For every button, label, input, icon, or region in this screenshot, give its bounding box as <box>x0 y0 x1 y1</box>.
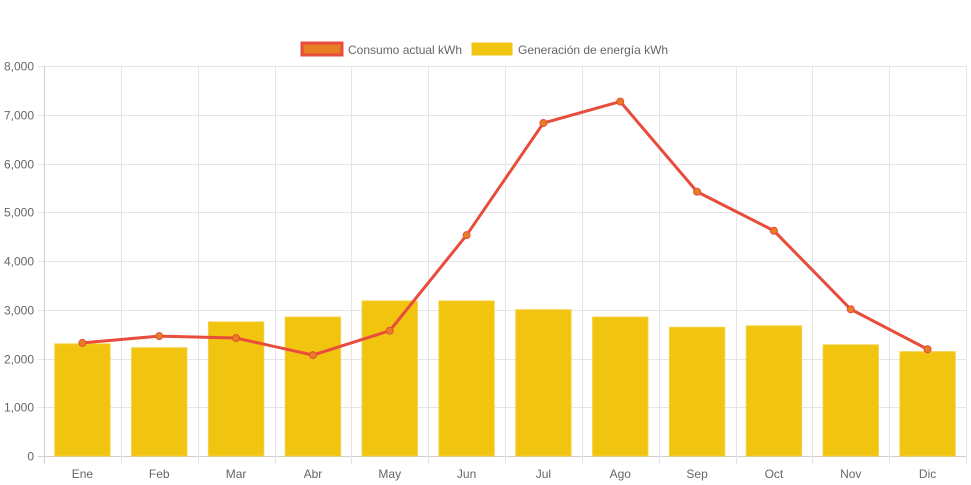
bar[interactable] <box>131 347 188 457</box>
line-point[interactable] <box>769 226 778 235</box>
x-tick-label: Jun <box>457 467 476 481</box>
line-point[interactable] <box>308 351 317 360</box>
bar[interactable] <box>745 325 803 457</box>
bar[interactable] <box>54 343 111 457</box>
bar[interactable] <box>822 344 879 457</box>
legend-swatch-consumo <box>300 41 344 57</box>
bar[interactable] <box>592 316 649 457</box>
bar[interactable] <box>284 316 342 457</box>
line-point[interactable] <box>693 187 702 196</box>
y-tick-label: 0 <box>27 450 34 464</box>
y-tick-label: 6,000 <box>4 158 34 172</box>
legend-item-consumo[interactable]: Consumo actual kWh <box>300 41 462 57</box>
bar[interactable] <box>207 321 265 457</box>
y-axis: 0 1,000 2,000 3,000 4,000 5,000 6,000 7,000 8,00… <box>4 60 34 464</box>
line-point[interactable] <box>232 334 241 343</box>
bar[interactable] <box>668 326 726 457</box>
x-tick-label: Dic <box>919 467 936 481</box>
line-point[interactable] <box>923 345 932 354</box>
legend-label-consumo: Consumo actual kWh <box>348 43 462 57</box>
line-point[interactable] <box>155 332 164 341</box>
line-point[interactable] <box>539 119 548 128</box>
x-axis: Ene Feb Mar Abr May Jun Jul Ago Sep Oct Nov Dic <box>72 467 937 481</box>
x-tick-label: Mar <box>226 467 247 481</box>
x-tick-label: Ene <box>72 467 94 481</box>
x-tick-label: Abr <box>304 467 323 481</box>
x-tick-label: Sep <box>686 467 708 481</box>
x-tick-label: Nov <box>840 467 861 481</box>
line-point[interactable] <box>616 97 625 106</box>
y-tick-label: 8,000 <box>4 60 34 74</box>
x-tick-label: Oct <box>765 467 784 481</box>
x-tick-label: Feb <box>149 467 170 481</box>
bar[interactable] <box>361 300 418 457</box>
y-tick-label: 7,000 <box>4 109 34 123</box>
bar[interactable] <box>515 309 572 457</box>
y-tick-label: 2,000 <box>4 353 34 367</box>
legend-label-generacion: Generación de energía kWh <box>518 43 668 57</box>
x-tick-label: Jul <box>536 467 551 481</box>
x-tick-label: Ago <box>610 467 632 481</box>
legend-swatch-generacion <box>471 42 513 56</box>
consumo-line <box>82 99 929 357</box>
grid <box>38 66 967 464</box>
y-tick-label: 4,000 <box>4 255 34 269</box>
bar[interactable] <box>899 351 956 457</box>
y-tick-label: 5,000 <box>4 206 34 220</box>
line-point[interactable] <box>462 231 471 240</box>
line-series <box>78 97 932 360</box>
y-tick-label: 1,000 <box>4 401 34 415</box>
bar[interactable] <box>438 300 495 457</box>
line-point[interactable] <box>385 326 394 335</box>
line-point[interactable] <box>846 305 855 314</box>
bar-series <box>54 300 956 457</box>
line-point[interactable] <box>78 338 87 347</box>
y-tick-label: 3,000 <box>4 304 34 318</box>
legend: Consumo actual kWh Generación de energía… <box>300 41 668 57</box>
x-tick-label: May <box>378 467 401 481</box>
legend-item-generacion[interactable]: Generación de energía kWh <box>471 42 668 57</box>
